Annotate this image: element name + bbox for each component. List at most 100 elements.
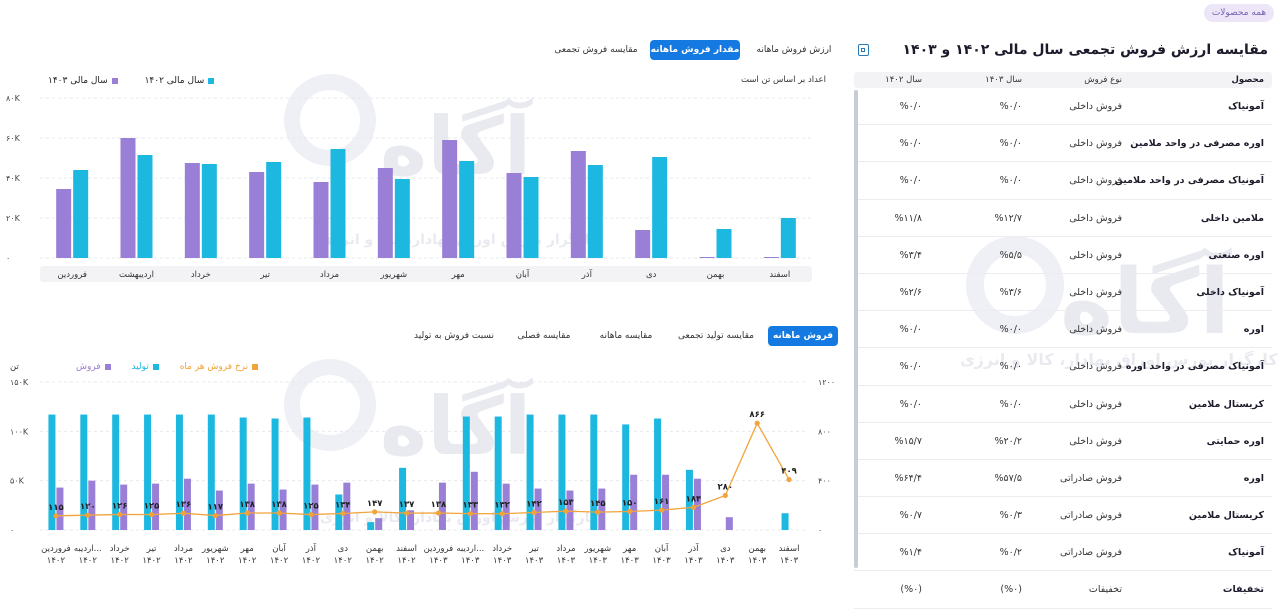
tab-tabs1-1[interactable]: مقدار فروش ماهانه (650, 40, 740, 60)
bar-sales[interactable] (120, 484, 128, 530)
tab-tabs2-0[interactable]: فروش ماهانه (768, 326, 838, 346)
bar-sales[interactable] (662, 474, 670, 530)
legend-item-sales[interactable]: فروش (76, 362, 111, 372)
bar-sales[interactable] (470, 471, 478, 530)
tab-tabs2-2[interactable]: مقایسه ماهانه (599, 331, 653, 341)
bar-production[interactable] (112, 414, 120, 530)
bar-production[interactable] (335, 494, 343, 530)
bar-sales[interactable] (343, 482, 351, 530)
bar-1402[interactable] (652, 157, 668, 258)
bar-sales[interactable] (438, 482, 446, 530)
sales-rate-point[interactable] (722, 492, 728, 499)
sales-rate-point[interactable] (467, 510, 473, 517)
sales-rate-point[interactable] (276, 510, 282, 516)
bar-sales[interactable] (279, 489, 287, 530)
sales-rate-point[interactable] (658, 507, 665, 513)
bar-1402[interactable] (201, 164, 217, 258)
tab-tabs1-2[interactable]: مقایسه فروش تجمعی (554, 45, 638, 55)
bar-1402[interactable] (523, 177, 539, 258)
bar-sales[interactable] (502, 483, 510, 530)
bar-1402[interactable] (459, 161, 475, 258)
bar-sales[interactable] (407, 510, 415, 530)
sales-rate-point[interactable] (435, 510, 442, 516)
sales-rate-point[interactable] (786, 476, 792, 483)
bar-1402[interactable] (394, 179, 410, 258)
bar-production[interactable] (590, 414, 598, 530)
bar-1402[interactable] (587, 165, 603, 258)
sales-rate-point[interactable] (340, 510, 346, 517)
tab-tabs2-3[interactable]: مقایسه فصلی (517, 331, 571, 341)
bar-production[interactable] (367, 522, 375, 530)
bar-1403[interactable] (506, 173, 522, 258)
sales-rate-point[interactable] (595, 509, 601, 515)
bar-sales[interactable] (152, 483, 160, 530)
sales-rate-point[interactable] (308, 511, 314, 518)
sales-rate-point[interactable] (403, 510, 410, 516)
tab-tabs2-1[interactable]: مقایسه تولید تجمعی (678, 331, 754, 341)
bar-sales[interactable] (183, 478, 191, 530)
bar-1403[interactable] (763, 257, 779, 258)
export-icon[interactable] (858, 44, 869, 56)
tab-tabs1-0[interactable]: ارزش فروش ماهانه (756, 45, 832, 55)
bar-production[interactable] (303, 417, 311, 530)
bar-sales[interactable] (56, 487, 64, 530)
sales-rate-point[interactable] (117, 511, 123, 518)
bar-1403[interactable] (635, 230, 651, 258)
bar-1403[interactable] (56, 189, 72, 258)
sales-rate-point[interactable] (563, 508, 569, 514)
sales-rate-point[interactable] (85, 512, 91, 518)
bar-sales[interactable] (534, 488, 542, 530)
bar-production[interactable] (462, 416, 470, 530)
legend-item-1403[interactable]: سال مالی ۱۴۰۳ (48, 76, 118, 86)
table-scrollbar-thumb[interactable] (854, 90, 858, 568)
bar-production[interactable] (207, 414, 215, 530)
sales-rate-point[interactable] (180, 510, 187, 516)
sales-rate-point[interactable] (754, 420, 760, 426)
bar-1403[interactable] (313, 182, 329, 258)
legend-item-1402[interactable]: سال مالی ۱۴۰۲ (145, 76, 215, 86)
bar-sales[interactable] (311, 484, 319, 530)
bar-1402[interactable] (137, 155, 153, 258)
bar-production[interactable] (685, 469, 693, 530)
bar-1403[interactable] (699, 257, 715, 258)
sales-rate-point[interactable] (531, 509, 537, 516)
bar-production[interactable] (399, 467, 407, 530)
bar-sales[interactable] (693, 478, 701, 530)
sales-rate-point[interactable] (499, 511, 505, 517)
legend-item-rate[interactable]: نرخ فروش هر ماه (180, 362, 259, 372)
bar-1403[interactable] (184, 163, 200, 258)
sales-rate-point[interactable] (244, 510, 250, 516)
bar-production[interactable] (239, 417, 247, 530)
bar-sales[interactable] (215, 490, 223, 530)
sales-rate-point[interactable] (690, 504, 697, 510)
bar-production[interactable] (558, 414, 566, 530)
all-products-chip[interactable]: همه محصولات (1204, 4, 1274, 22)
tab-tabs2-4[interactable]: نسبت فروش به تولید (414, 331, 494, 341)
bar-production[interactable] (622, 424, 630, 530)
bar-sales[interactable] (566, 490, 574, 530)
bar-1402[interactable] (780, 218, 796, 258)
bar-1403[interactable] (570, 151, 586, 258)
bar-production[interactable] (48, 414, 56, 530)
bar-1402[interactable] (716, 229, 732, 258)
bar-sales[interactable] (375, 518, 383, 530)
bar-production[interactable] (654, 418, 662, 530)
sales-rate-point[interactable] (627, 508, 633, 515)
bar-1403[interactable] (120, 138, 136, 258)
bar-1402[interactable] (266, 162, 282, 258)
bar-1402[interactable] (73, 170, 89, 258)
bar-1402[interactable] (330, 149, 346, 258)
bar-sales[interactable] (630, 474, 638, 530)
bar-1403[interactable] (442, 140, 458, 258)
bar-sales[interactable] (88, 480, 96, 530)
bar-1403[interactable] (377, 168, 393, 258)
bar-production[interactable] (526, 414, 534, 530)
bar-production[interactable] (494, 416, 502, 530)
bar-production[interactable] (80, 414, 88, 530)
sales-rate-point[interactable] (53, 513, 59, 519)
bar-production[interactable] (144, 414, 152, 530)
bar-1403[interactable] (249, 172, 265, 258)
sales-rate-point[interactable] (372, 509, 378, 515)
bar-sales[interactable] (247, 483, 255, 530)
bar-production[interactable] (781, 513, 789, 530)
